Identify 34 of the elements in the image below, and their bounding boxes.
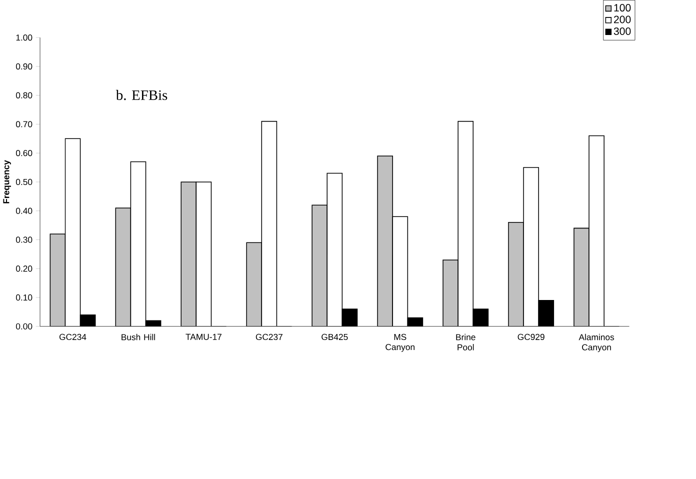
x-tick-label: GC929	[518, 334, 544, 340]
bar	[574, 228, 590, 326]
legend-label: 300	[614, 27, 631, 35]
y-tick-label: 0.10	[16, 294, 32, 300]
y-tick-label: 0.40	[16, 208, 32, 214]
bar	[377, 155, 393, 326]
text: b. EFBis	[116, 90, 168, 100]
bar	[50, 233, 66, 326]
y-tick-label: 0.50	[16, 178, 32, 185]
y-tick-label: 0.70	[16, 120, 32, 128]
bar	[508, 222, 524, 326]
x-tick-label: Brine Pool	[456, 334, 476, 350]
x-tick-label: GC237	[256, 334, 282, 340]
legend-label: 100	[614, 4, 631, 12]
y-tick-label: 0.80	[16, 92, 32, 98]
y-tick-label: 0.30	[16, 236, 32, 243]
x-tick-label: Alaminos Canyon	[578, 334, 614, 352]
y-axis-title: Frequency	[3, 160, 11, 204]
bar	[246, 242, 262, 326]
x-tick-label: GB425	[322, 334, 348, 340]
bar	[115, 207, 132, 326]
y-tick-label: 0.00	[16, 323, 32, 330]
bar	[180, 181, 197, 326]
y-tick-label: 0.90	[16, 63, 32, 70]
x-tick-label: TAMU-17	[186, 334, 222, 340]
x-tick-label: Bush Hill	[122, 334, 155, 340]
bar	[442, 259, 458, 326]
y-tick-label: 0.20	[16, 265, 32, 272]
x-tick-label: MS Canyon	[386, 334, 414, 352]
y-tick-label: 0.60	[16, 150, 32, 156]
x-tick-label: GC234	[59, 334, 86, 340]
bar	[312, 204, 328, 326]
legend-label: 200	[614, 16, 631, 24]
y-tick-label: 1.00	[16, 34, 32, 40]
